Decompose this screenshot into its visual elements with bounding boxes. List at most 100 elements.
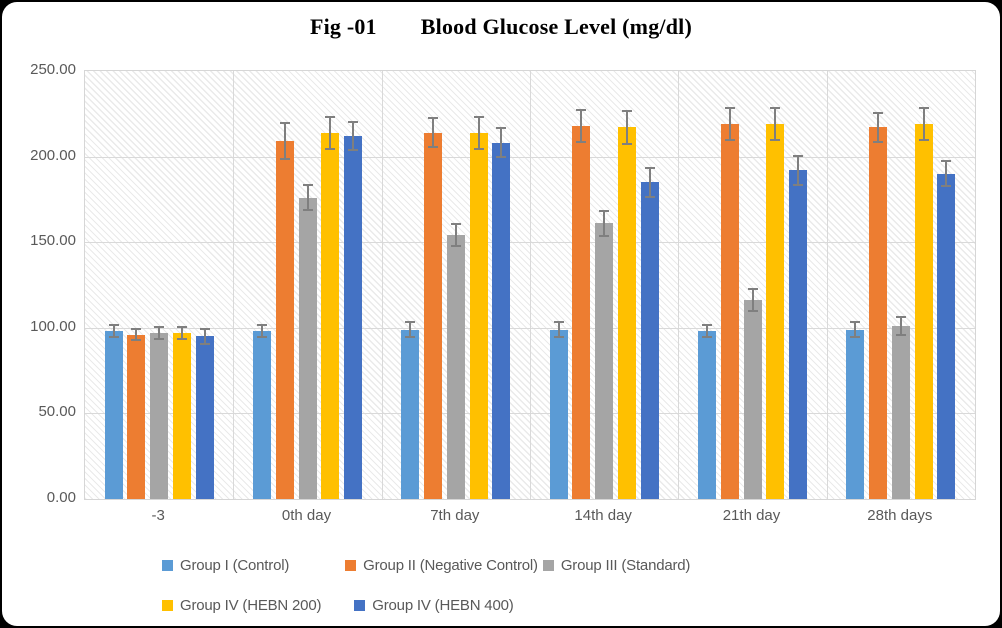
error-bar (348, 120, 359, 152)
category-separator (233, 71, 235, 499)
error-bar (553, 320, 564, 339)
bar (275, 141, 294, 499)
chart-title: Fig -01 Blood Glucose Level (mg/dl) (2, 14, 1000, 40)
error-bar-cap-top (176, 326, 187, 329)
error-bar-line (557, 320, 560, 339)
bar (869, 127, 888, 499)
x-axis-category-label: 7th day (430, 507, 480, 524)
legend-swatch (542, 559, 554, 571)
bar (937, 173, 956, 499)
bar (401, 329, 420, 499)
error-bar-cap-bottom (850, 336, 861, 339)
chart-title-text: Blood Glucose Level (mg/dl) (420, 14, 692, 39)
error-bar-line (751, 288, 754, 313)
category-separator (826, 71, 828, 499)
legend-swatch (162, 559, 173, 571)
legend-swatch (345, 559, 357, 571)
legend-item: Group IV (HEBN 400) (354, 596, 514, 614)
error-bar-line (899, 315, 902, 337)
error-bar-cap-bottom (154, 337, 165, 340)
error-bar-cap-top (895, 315, 906, 318)
y-axis-tick-label: 0.00 (46, 489, 76, 506)
error-bar-cap-bottom (770, 139, 781, 142)
error-bar (131, 327, 142, 342)
error-bar (279, 122, 290, 161)
bar (617, 127, 636, 499)
error-bar-line (477, 115, 480, 150)
bar (172, 332, 191, 499)
error-bar-line (500, 127, 503, 159)
error-bar-line (797, 154, 800, 186)
bar (252, 331, 271, 499)
error-bar-line (774, 106, 777, 142)
error-bar-cap-top (553, 320, 564, 323)
error-bar-line (203, 327, 206, 345)
x-axis-category-label: 28th days (867, 507, 933, 524)
error-bar (473, 115, 484, 150)
error-bar-line (158, 326, 161, 340)
error-bar-cap-top (325, 115, 336, 118)
error-bar-cap-bottom (747, 310, 758, 313)
error-bar-cap-bottom (873, 140, 884, 143)
bar (549, 329, 568, 499)
error-bar-line (180, 326, 183, 340)
error-bar (770, 106, 781, 142)
error-bar (405, 320, 416, 339)
error-bar (873, 112, 884, 143)
error-bar-cap-top (405, 320, 416, 323)
bar (321, 132, 340, 499)
error-bar-line (454, 223, 457, 248)
error-bar-cap-top (428, 117, 439, 120)
legend-label: Group II (Negative Control) (363, 556, 538, 574)
bar (720, 124, 739, 499)
bar (846, 329, 865, 499)
bar (492, 142, 511, 499)
error-bar-line (135, 327, 138, 342)
bar (150, 332, 169, 499)
error-bar-line (409, 320, 412, 339)
error-bar-cap-top (724, 106, 735, 109)
error-bar (621, 110, 632, 145)
error-bar-cap-bottom (302, 209, 313, 212)
error-bar-line (306, 183, 309, 212)
error-bar-cap-bottom (941, 185, 952, 188)
error-bar (895, 315, 906, 337)
y-axis-tick-label: 250.00 (30, 61, 76, 78)
legend-item: Group IV (HEBN 200) (162, 597, 321, 614)
bar (572, 125, 591, 499)
error-bar-line (580, 108, 583, 143)
error-bar-line (283, 122, 286, 161)
error-bar-cap-bottom (724, 139, 735, 142)
error-bar (199, 327, 210, 345)
y-axis-tick-label: 100.00 (30, 317, 76, 335)
legend-label: Group III (Standard) (560, 556, 691, 574)
x-axis-category-label: 0th day (281, 507, 332, 524)
bar (424, 132, 443, 499)
x-axis-category-label: 21th day (722, 507, 781, 524)
error-bar (302, 183, 313, 212)
error-bar (496, 127, 507, 159)
category-separator (530, 71, 531, 499)
error-bar (747, 288, 758, 313)
error-bar-cap-top (256, 324, 267, 327)
error-bar-line (922, 106, 925, 142)
error-bar (176, 326, 187, 340)
bar (469, 132, 488, 499)
error-bar (644, 166, 655, 198)
error-bar-cap-bottom (108, 336, 119, 339)
error-bar (599, 209, 610, 238)
bar (914, 124, 933, 499)
plot-area (84, 70, 976, 500)
bar (766, 124, 785, 499)
error-bar-line (728, 106, 731, 142)
error-bar-cap-bottom (701, 336, 712, 339)
legend-label: Group IV (HEBN 400) (372, 596, 514, 614)
error-bar-line (877, 112, 880, 143)
error-bar-cap-top (199, 327, 210, 330)
error-bar-cap-bottom (131, 339, 142, 342)
legend-label: Group IV (HEBN 200) (180, 596, 322, 614)
error-bar (918, 106, 929, 142)
error-bar-cap-top (450, 223, 461, 226)
error-bar-cap-bottom (918, 139, 929, 142)
error-bar-line (260, 324, 263, 339)
